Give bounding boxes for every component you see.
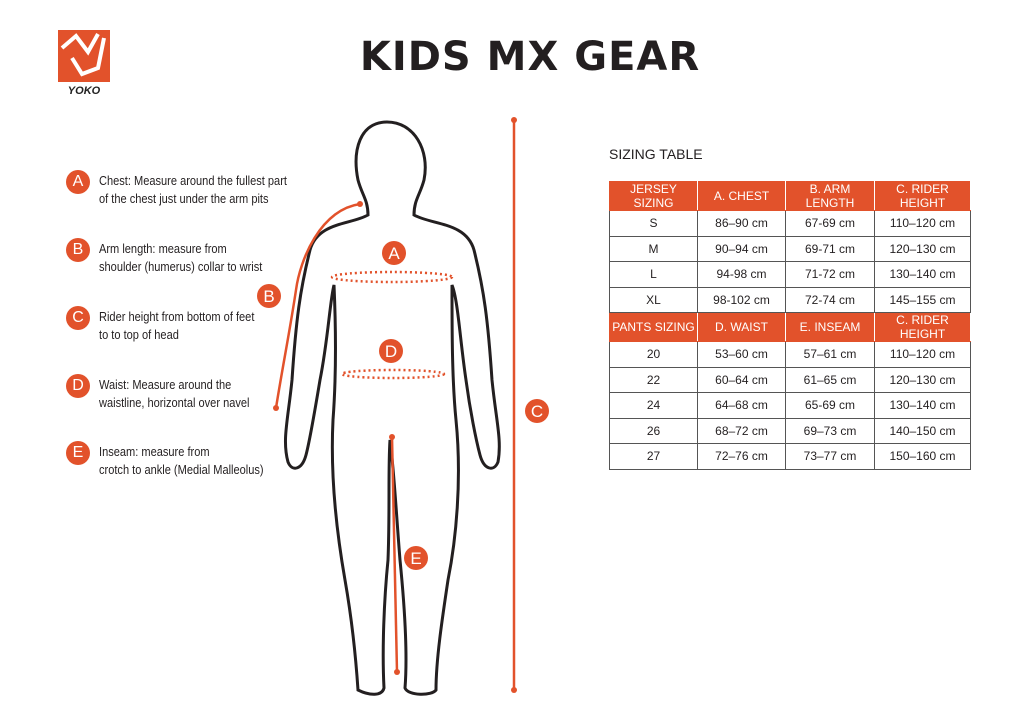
table-cell: 53–60 cm xyxy=(697,341,786,368)
badge-a: A xyxy=(66,170,90,194)
table-cell: 69–73 cm xyxy=(785,417,875,444)
table-row: 26 68–72 cm 69–73 cm 140–150 cm xyxy=(609,417,971,444)
instruction-text: Chest: Measure around the fullest part o… xyxy=(99,173,287,206)
table-cell: 72-74 cm xyxy=(785,286,875,313)
table-cell: 130–140 cm xyxy=(874,261,971,288)
table-cell: 110–120 cm xyxy=(874,341,971,368)
table-cell: 140–150 cm xyxy=(874,417,971,444)
table-header-row: PANTS SIZING D. WAIST E. INSEAM C. RIDER HE… xyxy=(609,312,971,342)
label-e: E xyxy=(410,549,421,568)
table-cell: 130–140 cm xyxy=(874,392,971,419)
instruction-text: Waist: Measure around the waistline, hor… xyxy=(99,377,250,410)
table-cell: 120–130 cm xyxy=(874,235,971,262)
table-cell: 20 xyxy=(609,341,698,368)
table-cell: XL xyxy=(609,286,698,313)
table-cell: 57–61 cm xyxy=(785,341,875,368)
table-cell: 90–94 cm xyxy=(697,235,786,262)
arm-measure-line xyxy=(274,202,361,409)
instruction-d: D Waist: Measure around the waistline, ho… xyxy=(66,374,329,412)
instruction-c: C Rider height from bottom of feet to to … xyxy=(66,306,329,344)
table-row: 27 72–76 cm 73–77 cm 150–160 cm xyxy=(609,443,971,470)
table-cell: 150–160 cm xyxy=(874,443,971,470)
instruction-text: Inseam: measure from crotch to ankle (Me… xyxy=(99,444,264,477)
table-row: L 94-98 cm 71-72 cm 130–140 cm xyxy=(609,261,971,288)
table-cell: 67-69 cm xyxy=(785,210,875,237)
page-title: KIDS MX GEAR xyxy=(359,34,701,80)
table-cell: 61–65 cm xyxy=(785,366,875,393)
chest-measure-line xyxy=(330,270,454,284)
label-b: B xyxy=(263,287,274,306)
table-cell: 65-69 cm xyxy=(785,392,875,419)
inseam-measure-line xyxy=(390,436,399,673)
column-header: D. WAIST xyxy=(697,312,786,342)
column-header: B. ARM LENGTH xyxy=(785,181,875,211)
table-row: XL 98-102 cm 72-74 cm 145–155 cm xyxy=(609,286,971,313)
badge-e: E xyxy=(66,441,90,465)
table-row: 22 60–64 cm 61–65 cm 120–130 cm xyxy=(609,366,971,393)
table-cell: 145–155 cm xyxy=(874,286,971,313)
table-cell: 24 xyxy=(609,392,698,419)
table-cell: 94-98 cm xyxy=(697,261,786,288)
table-row: S 86–90 cm 67-69 cm 110–120 cm xyxy=(609,210,971,237)
table-cell: 60–64 cm xyxy=(697,366,786,393)
table-row: 20 53–60 cm 57–61 cm 110–120 cm xyxy=(609,341,971,368)
badge-d: D xyxy=(66,374,90,398)
column-header: C. RIDER HEIGHT xyxy=(874,312,971,342)
sizing-table: JERSEY SIZING A. CHEST B. ARM LENGTH C. RID… xyxy=(609,181,971,470)
table-header-row: JERSEY SIZING A. CHEST B. ARM LENGTH C. RID… xyxy=(609,181,971,211)
table-cell: 110–120 cm xyxy=(874,210,971,237)
instruction-a: A Chest: Measure around the fullest part … xyxy=(66,170,329,208)
instruction-text: Arm length: measure from shoulder (humer… xyxy=(99,241,263,274)
column-header: E. INSEAM xyxy=(785,312,875,342)
sizing-table-title: SIZING TABLE xyxy=(609,146,703,162)
table-cell: 27 xyxy=(609,443,698,470)
yoko-logo: YOKO xyxy=(58,28,112,103)
table-cell: M xyxy=(609,235,698,262)
table-cell: S xyxy=(609,210,698,237)
label-c: C xyxy=(531,402,543,421)
waist-measure-line xyxy=(340,368,446,380)
instruction-b: B Arm length: measure from shoulder (hume… xyxy=(66,238,329,276)
column-header: JERSEY SIZING xyxy=(609,181,698,211)
table-cell: 120–130 cm xyxy=(874,366,971,393)
instruction-e: E Inseam: measure from crotch to ankle (M… xyxy=(66,441,329,479)
instruction-text: Rider height from bottom of feet to to t… xyxy=(99,309,255,342)
table-cell: 72–76 cm xyxy=(697,443,786,470)
table-cell: 73–77 cm xyxy=(785,443,875,470)
table-cell: 71-72 cm xyxy=(785,261,875,288)
column-header: PANTS SIZING xyxy=(609,312,698,342)
column-header: C. RIDER HEIGHT xyxy=(874,181,971,211)
label-a: A xyxy=(388,244,400,263)
label-d: D xyxy=(385,342,397,361)
table-row: M 90–94 cm 69-71 cm 120–130 cm xyxy=(609,235,971,262)
table-cell: 86–90 cm xyxy=(697,210,786,237)
body-outline xyxy=(283,120,501,696)
table-cell: 68–72 cm xyxy=(697,417,786,444)
badge-c: C xyxy=(66,306,90,330)
table-cell: 64–68 cm xyxy=(697,392,786,419)
table-row: 24 64–68 cm 65-69 cm 130–140 cm xyxy=(609,392,971,419)
table-cell: L xyxy=(609,261,698,288)
table-cell: 22 xyxy=(609,366,698,393)
svg-text:YOKO: YOKO xyxy=(68,85,101,97)
badge-b: B xyxy=(66,238,90,262)
column-header: A. CHEST xyxy=(697,181,786,211)
table-cell: 98-102 cm xyxy=(697,286,786,313)
table-cell: 26 xyxy=(609,417,698,444)
table-cell: 69-71 cm xyxy=(785,235,875,262)
